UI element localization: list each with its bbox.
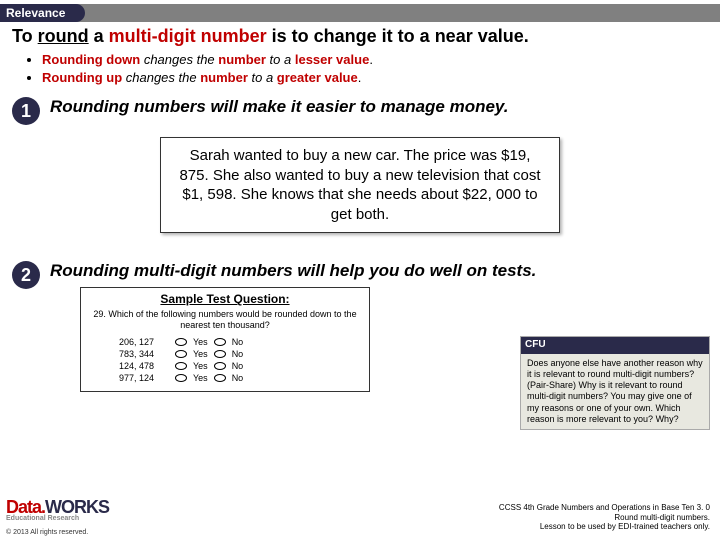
b2-val: greater value: [277, 70, 358, 85]
sample-n0: 206, 127: [119, 337, 169, 347]
cfu-body: Does anyone else have another reason why…: [527, 358, 703, 426]
sample-y1: Yes: [193, 349, 208, 359]
sample-title: Sample Test Question:: [89, 292, 361, 306]
logo-works: WORKS: [45, 497, 109, 517]
oval-icon: [175, 350, 187, 358]
cfu-title: CFU: [521, 337, 709, 354]
section-2-text: Rounding multi-digit numbers will help y…: [50, 261, 708, 281]
copyright: © 2013 All rights reserved.: [6, 529, 88, 536]
bullet-1: Rounding down changes the number to a le…: [42, 51, 708, 69]
table-row: 206, 127 Yes No: [119, 337, 361, 347]
b2-num: number: [200, 70, 248, 85]
footer-r1: CCSS 4th Grade Numbers and Operations in…: [499, 503, 710, 513]
footer-logo: Data.WORKS Educational Research: [6, 497, 109, 522]
table-row: 124, 478 Yes No: [119, 361, 361, 371]
oval-icon: [214, 338, 226, 346]
title-multi: multi-digit number: [109, 26, 267, 46]
section-2-number: 2: [12, 261, 40, 289]
title-mid1: a: [89, 26, 109, 46]
sample-no3: No: [232, 373, 244, 383]
footer-right: CCSS 4th Grade Numbers and Operations in…: [499, 503, 710, 532]
b2-to: to a: [248, 70, 277, 85]
footer-r3: Lesson to be used by EDI-trained teacher…: [499, 522, 710, 532]
b1-num: number: [218, 52, 266, 67]
sample-y2: Yes: [193, 361, 208, 371]
sample-y3: Yes: [193, 373, 208, 383]
oval-icon: [175, 362, 187, 370]
oval-icon: [175, 374, 187, 382]
footer-r2: Round multi-digit numbers.: [499, 513, 710, 523]
b1-rd: Rounding down: [42, 52, 140, 67]
b1-end: .: [369, 52, 373, 67]
title-mid2: is to change it to a: [267, 26, 435, 46]
sample-no2: No: [232, 361, 244, 371]
sample-no1: No: [232, 349, 244, 359]
section-1: 1 Rounding numbers will make it easier t…: [12, 97, 708, 125]
b1-to: to a: [266, 52, 295, 67]
bullet-list: Rounding down changes the number to a le…: [30, 51, 708, 87]
sample-y0: Yes: [193, 337, 208, 347]
table-row: 977, 124 Yes No: [119, 373, 361, 383]
b1-changes: changes the: [140, 52, 218, 67]
logo-data: Data.: [6, 497, 45, 517]
header-label: Relevance: [0, 4, 85, 22]
sample-n2: 124, 478: [119, 361, 169, 371]
oval-icon: [214, 350, 226, 358]
header-band: Relevance: [0, 4, 720, 22]
title-near: near value: [435, 26, 524, 46]
title-round: round: [38, 26, 89, 46]
cfu-box: CFU Does anyone else have another reason…: [520, 336, 710, 430]
title-prefix: To: [12, 26, 38, 46]
oval-icon: [214, 362, 226, 370]
story-box: Sarah wanted to buy a new car. The price…: [160, 137, 560, 233]
section-1-text: Rounding numbers will make it easier to …: [50, 97, 708, 117]
sample-question: 29. Which of the following numbers would…: [89, 309, 361, 331]
sample-test-box: Sample Test Question: 29. Which of the f…: [80, 287, 370, 392]
header-gray-bar: [0, 4, 720, 22]
section-1-number: 1: [12, 97, 40, 125]
b2-end: .: [358, 70, 362, 85]
title-suffix: .: [524, 26, 529, 46]
oval-icon: [175, 338, 187, 346]
sample-n1: 783, 344: [119, 349, 169, 359]
b2-rd: Rounding up: [42, 70, 122, 85]
table-row: 783, 344 Yes No: [119, 349, 361, 359]
b2-changes: changes the: [122, 70, 200, 85]
sample-n3: 977, 124: [119, 373, 169, 383]
bullet-2: Rounding up changes the number to a grea…: [42, 69, 708, 87]
oval-icon: [214, 374, 226, 382]
sample-no0: No: [232, 337, 244, 347]
title-line: To round a multi-digit number is to chan…: [12, 26, 708, 47]
b1-val: lesser value: [295, 52, 369, 67]
